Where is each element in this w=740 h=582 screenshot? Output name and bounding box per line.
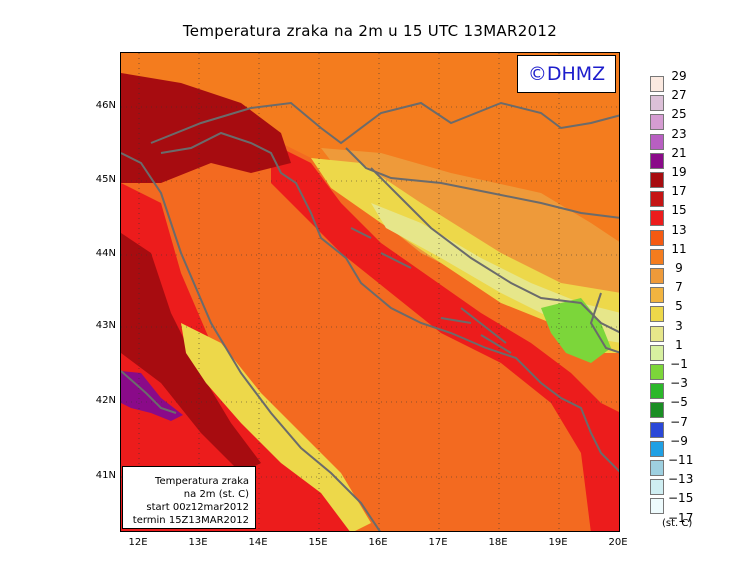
legend-swatch <box>650 210 664 227</box>
lon-label-18e: 18E <box>488 537 508 548</box>
legend-label: 9 <box>675 261 683 275</box>
lat-label-46n: 46N <box>95 100 116 111</box>
legend-swatch <box>650 479 664 496</box>
legend-label: 5 <box>675 299 683 314</box>
legend-swatch <box>650 383 664 400</box>
legend-label: −1 <box>670 357 688 371</box>
legend-unit: (st. C) <box>662 518 693 529</box>
legend-swatch <box>650 133 664 150</box>
lon-label-19e: 19E <box>548 537 568 548</box>
legend-swatch <box>650 229 664 246</box>
legend-label: 23 <box>671 126 687 141</box>
legend-label: 7 <box>675 280 683 295</box>
lat-label-42n: 42N <box>95 395 116 406</box>
lon-label-17e: 17E <box>428 537 448 548</box>
legend-swatch <box>650 325 664 342</box>
lat-label-44n: 44N <box>95 248 116 259</box>
legend-label: 11 <box>671 241 687 256</box>
lon-label-15e: 15E <box>308 537 328 548</box>
legend-label: 1 <box>675 337 683 352</box>
region-northwest-hot <box>121 73 291 183</box>
graticule <box>121 53 619 531</box>
legend-label: 19 <box>671 165 687 179</box>
legend-swatch <box>650 402 664 419</box>
legend-label: 15 <box>671 203 687 218</box>
legend-label: 25 <box>671 107 687 122</box>
lon-label-13e: 13E <box>188 537 208 548</box>
legend-label: −9 <box>670 433 688 448</box>
lat-label-45n: 45N <box>95 174 116 185</box>
legend-swatch <box>650 95 664 112</box>
lon-label-20e: 20E <box>608 537 628 548</box>
legend-swatch <box>650 268 664 284</box>
region-apennine-yellow <box>181 323 371 531</box>
lat-label-41n: 41N <box>95 470 116 481</box>
info-line-2: na 2m (st. C) <box>183 489 249 500</box>
dhmz-copyright: ©DHMZ <box>517 55 616 93</box>
legend-swatch <box>650 76 664 92</box>
info-line-4: termin 15Z13MAR2012 <box>132 515 249 526</box>
info-box: Temperatura zraka na 2m (st. C) start 00… <box>122 466 256 529</box>
legend-label: −3 <box>670 376 688 391</box>
temperature-map <box>120 52 620 532</box>
legend-label: −7 <box>670 414 688 429</box>
legend-swatch <box>650 287 664 304</box>
lat-label-43n: 43N <box>95 320 116 331</box>
map-canvas <box>121 53 619 531</box>
lon-label-12e: 12E <box>128 537 148 548</box>
map-title: Temperatura zraka na 2m u 15 UTC 13MAR20… <box>182 22 558 40</box>
legend-label: 3 <box>675 318 683 333</box>
legend-swatch <box>650 421 664 438</box>
legend-label: −5 <box>670 395 688 410</box>
legend-swatch <box>650 344 664 361</box>
info-line-3: start 00z12mar2012 <box>146 502 249 513</box>
legend-swatch <box>650 440 664 457</box>
legend-label: 29 <box>671 69 687 83</box>
legend-swatch <box>650 306 664 323</box>
legend-swatch <box>650 498 664 515</box>
legend-swatch <box>650 191 664 208</box>
legend-label: −15 <box>668 491 694 506</box>
legend-label: 21 <box>671 145 687 160</box>
legend-label: 27 <box>671 88 687 103</box>
info-line-1: Temperatura zraka <box>155 476 249 487</box>
lon-label-14e: 14E <box>248 537 268 548</box>
coastlines <box>121 101 619 531</box>
legend-label: 17 <box>671 184 687 199</box>
legend-swatch <box>650 172 664 188</box>
lon-label-16e: 16E <box>368 537 388 548</box>
region-coastal-warm <box>271 143 619 531</box>
legend-swatch <box>650 460 664 476</box>
legend-swatch <box>650 364 664 380</box>
legend-swatch <box>650 152 664 169</box>
legend-label: 13 <box>671 222 687 237</box>
legend-label: −17 <box>668 510 694 525</box>
legend-label: −13 <box>668 472 694 487</box>
legend-label: −11 <box>668 453 694 467</box>
legend-swatch <box>650 248 664 265</box>
legend-swatch <box>650 114 664 131</box>
region-italy-west-red <box>121 183 350 531</box>
